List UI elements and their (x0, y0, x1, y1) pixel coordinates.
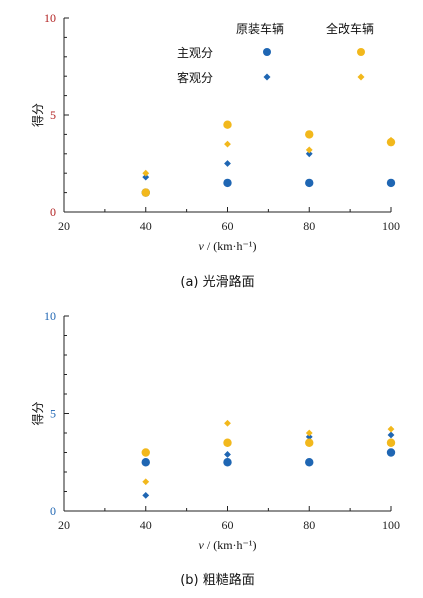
point-modified-objective (224, 419, 231, 427)
x-tick-label: 60 (222, 219, 234, 233)
panel-caption: (a) 光滑路面 (180, 274, 254, 290)
point-original-objective (142, 492, 150, 499)
point-original-subjective (386, 178, 396, 188)
x-tick-label: 60 (222, 518, 234, 532)
point-original-objective (224, 160, 231, 167)
point-original-subjective (223, 458, 232, 467)
x-tick-label: 100 (382, 518, 400, 532)
legend-col-modified: 全改车辆 (326, 21, 374, 36)
panel-a: 20 40 60 80 100 0 5 10 得分 v / (km·h⁻¹) (a) 光滑路面 (30, 11, 400, 290)
point-modified-subjective (305, 438, 314, 447)
x-tick-label: 40 (140, 518, 152, 532)
legend-row-subjective: 主观分 (177, 46, 213, 60)
y-tick-label: 5 (50, 108, 56, 122)
point-modified-subjective (223, 438, 232, 447)
point-original-objective (305, 433, 313, 441)
point-modified-subjective (141, 188, 150, 197)
point-original-subjective (305, 178, 314, 188)
y-axis-label: 得分 (30, 401, 45, 425)
legend-col-original: 原装车辆 (236, 21, 284, 36)
y-tick-label: 5 (50, 407, 56, 421)
legend-row-objective: 客观分 (177, 70, 213, 85)
legend: 原装车辆 全改车辆 主观分 客观分 (177, 21, 374, 85)
point-original-objective (305, 150, 313, 158)
y-axis-label: 得分 (30, 103, 45, 127)
x-tick-label: 20 (58, 518, 70, 532)
point-modified-objective (387, 425, 395, 433)
legend-modified-objective-marker (357, 73, 365, 81)
x-tick-label: 100 (382, 219, 400, 233)
legend-modified-subjective-marker (357, 48, 365, 56)
point-modified-subjective (386, 438, 396, 447)
y-tick-label: 0 (50, 205, 56, 219)
panel-b: 20 40 60 80 100 0 5 10 得分 v / (km·h⁻¹) (b) 粗糙路面 (30, 309, 400, 588)
legend-original-subjective-marker (263, 48, 271, 56)
point-original-objective (387, 431, 395, 439)
point-modified-objective (142, 169, 150, 177)
legend-original-objective-marker (263, 73, 271, 81)
point-modified-objective (224, 140, 231, 148)
x-tick-label: 20 (58, 219, 70, 233)
point-modified-objective (387, 136, 395, 144)
y-tick-label: 10 (44, 11, 56, 25)
point-modified-subjective (305, 130, 314, 139)
y-tick-label: 0 (50, 504, 56, 518)
point-original-objective (224, 451, 231, 458)
point-modified-objective (305, 146, 313, 154)
panel-caption: (b) 粗糙路面 (180, 572, 255, 588)
x-tick-label: 80 (303, 518, 315, 532)
point-modified-objective (305, 429, 313, 437)
point-original-objective (142, 173, 150, 181)
x-axis-label: v / (km·h⁻¹) (199, 239, 257, 253)
point-modified-subjective (223, 120, 232, 129)
y-tick-label: 10 (44, 309, 56, 323)
point-original-subjective (386, 448, 396, 457)
x-tick-label: 40 (140, 219, 152, 233)
point-modified-subjective (141, 448, 150, 457)
x-tick-label: 80 (303, 219, 315, 233)
point-modified-objective (142, 478, 150, 486)
x-axis-label: v / (km·h⁻¹) (199, 538, 257, 552)
point-original-subjective (141, 458, 150, 467)
point-original-subjective (223, 178, 232, 188)
point-original-subjective (305, 458, 314, 467)
